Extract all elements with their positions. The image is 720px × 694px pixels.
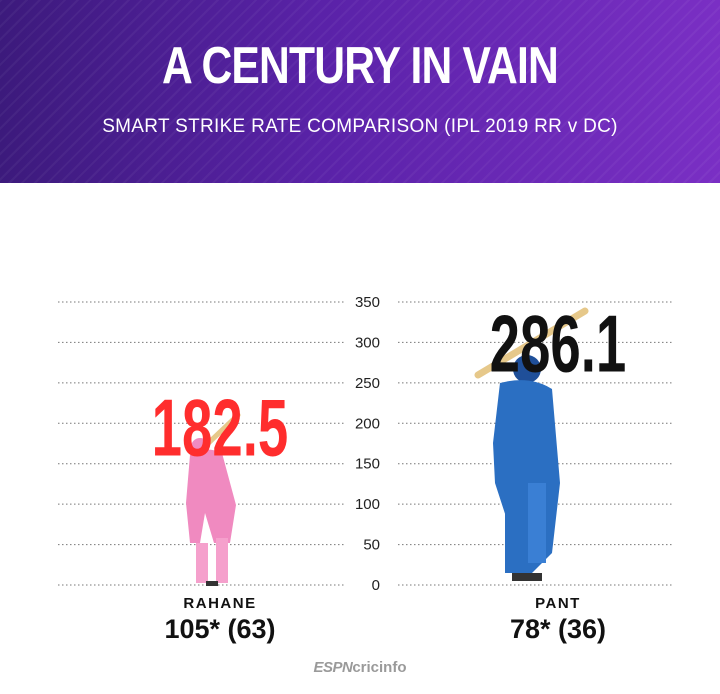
strike-rate-chart: 0 50 100 150 200 250 300 350 182.5 286.1 RAHANE 1…	[58, 294, 674, 644]
y-tick-label: 300	[355, 334, 380, 351]
y-tick-label: 250	[355, 375, 380, 392]
y-tick-label: 0	[372, 577, 380, 594]
value-label: 182.5	[152, 383, 289, 473]
player-innings: 78* (36)	[510, 614, 606, 644]
y-tick-label: 350	[355, 294, 380, 311]
header-pattern	[0, 0, 720, 183]
pant-player-image	[474, 307, 589, 581]
page-title: A CENTURY IN VAIN	[162, 37, 559, 95]
rahane-player-image	[186, 412, 241, 586]
y-tick-labels: 0 50 100 150 200 250 300 350	[355, 294, 380, 594]
value-label: 286.1	[490, 299, 627, 389]
y-tick-label: 150	[355, 456, 380, 473]
player-name: PANT	[535, 595, 581, 612]
player-innings: 105* (63)	[164, 614, 275, 644]
y-tick-label: 50	[363, 537, 380, 554]
player-figures	[186, 307, 589, 586]
page-subtitle: SMART STRIKE RATE COMPARISON (IPL 2019 R…	[102, 116, 618, 137]
header-banner: A CENTURY IN VAIN SMART STRIKE RATE COMP…	[0, 0, 720, 183]
player-name: RAHANE	[183, 595, 256, 612]
y-tick-label: 100	[355, 496, 380, 513]
footer-brand: ESPNcricinfo	[0, 659, 720, 676]
value-labels: 182.5 286.1	[152, 299, 627, 473]
player-labels: RAHANE 105* (63) PANT 78* (36)	[164, 595, 606, 644]
y-tick-label: 200	[355, 415, 380, 432]
cricinfo-logo: cricinfo	[352, 659, 407, 676]
espn-logo: ESPN	[313, 659, 353, 676]
